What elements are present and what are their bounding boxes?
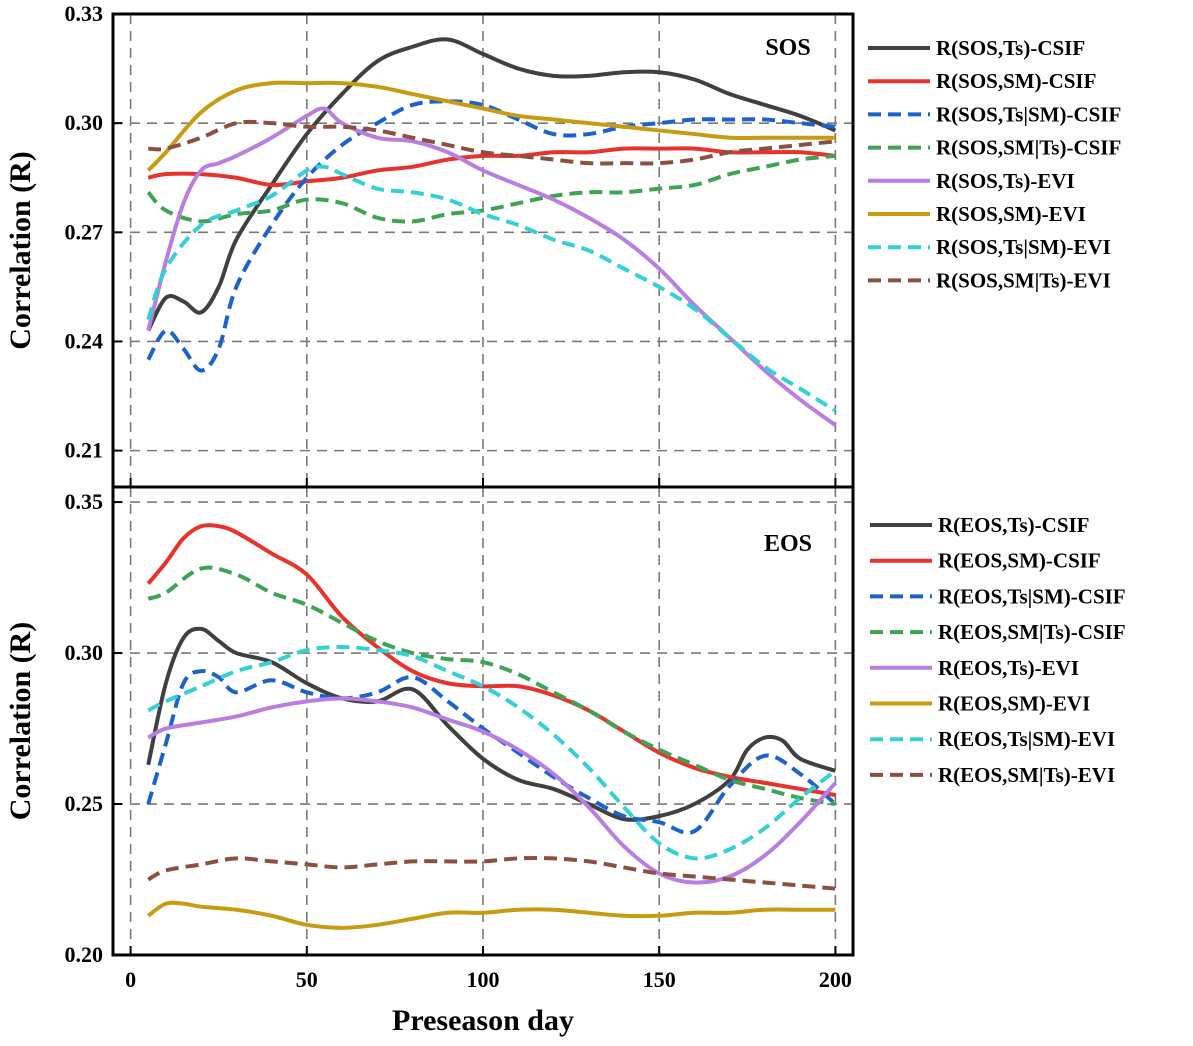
y-tick-label: 0.33 [65, 1, 104, 26]
panel-label: EOS [764, 531, 812, 557]
series-line-eos-3 [147, 565, 836, 807]
legend-label: R(SOS,SM|Ts)-EVI [936, 268, 1111, 292]
y-tick-label: 0.21 [65, 438, 104, 463]
legend-label: R(SOS,Ts)-CSIF [936, 36, 1085, 60]
panel-sos: 0.21 0.24 0.27 0.30 0.33 Correlation (R) SOS R(… [4, 1, 1121, 489]
series-line-sos-6 [146, 164, 837, 413]
y-tick-label: 0.20 [65, 942, 104, 967]
x-tick-label: 50 [296, 967, 318, 992]
legend-label: R(EOS,Ts|SM)-CSIF [938, 584, 1126, 608]
legend-label: R(SOS,SM|Ts)-CSIF [936, 136, 1121, 160]
series-line-sos-1 [147, 146, 836, 188]
series-line-sos-4 [146, 106, 837, 427]
legend-label: R(SOS,SM)-CSIF [936, 69, 1096, 93]
series-group [146, 523, 837, 930]
legend-label: R(EOS,SM|Ts)-CSIF [938, 620, 1126, 644]
y-axis-title: Correlation (R) [4, 622, 37, 821]
x-tick-label: 0 [125, 967, 136, 992]
x-tick-label: 150 [643, 967, 676, 992]
panel-eos: 0.20 0.25 0.30 0.35 Correlation (R) EOS R(EOS,… [4, 485, 1126, 1037]
legend-label: R(SOS,Ts|SM)-CSIF [936, 102, 1121, 126]
legend: R(EOS,Ts)-CSIF R(EOS,SM)-CSIF R(EOS,Ts|SM)… [870, 513, 1126, 787]
legend: R(SOS,Ts)-CSIF R(SOS,SM)-CSIF R(SOS,Ts|SM)… [868, 36, 1121, 292]
series-group [146, 37, 837, 427]
y-tick-label: 0.30 [65, 640, 104, 665]
y-axis-title: Correlation (R) [4, 151, 37, 350]
legend-label: R(EOS,SM)-CSIF [938, 549, 1101, 573]
series-line-eos-7 [147, 856, 836, 891]
series-line-eos-1 [146, 523, 836, 797]
series-line-sos-5 [146, 80, 836, 172]
legend-label: R(EOS,Ts)-CSIF [938, 513, 1090, 537]
legend-label: R(EOS,Ts|SM)-EVI [938, 727, 1115, 751]
y-tick-label: 0.30 [65, 110, 104, 135]
x-axis-title: Preseason day [392, 1004, 574, 1037]
x-tick-label: 200 [819, 967, 852, 992]
series-line-sos-2 [146, 99, 836, 373]
legend-label: R(SOS,Ts|SM)-EVI [936, 235, 1111, 259]
series-line-sos-3 [146, 153, 836, 224]
series-line-eos-2 [146, 669, 837, 835]
legend-label: R(EOS,SM|Ts)-EVI [938, 763, 1115, 787]
series-line-eos-4 [147, 696, 837, 885]
series-line-sos-0 [146, 37, 837, 332]
series-line-eos-0 [146, 626, 837, 822]
y-tick-label: 0.24 [65, 328, 104, 353]
series-line-eos-5 [147, 900, 836, 930]
x-tick-label: 100 [467, 967, 500, 992]
legend-label: R(EOS,Ts)-EVI [938, 656, 1079, 680]
legend-label: R(SOS,Ts)-EVI [936, 169, 1075, 193]
panel-label: SOS [765, 35, 810, 61]
series-line-sos-7 [148, 119, 836, 166]
legend-label: R(EOS,SM)-EVI [938, 692, 1090, 716]
y-tick-label: 0.35 [65, 489, 104, 514]
y-tick-label: 0.27 [65, 219, 104, 244]
y-tick-label: 0.25 [65, 791, 104, 816]
series-line-eos-6 [147, 645, 837, 861]
legend-label: R(SOS,SM)-EVI [936, 202, 1086, 226]
